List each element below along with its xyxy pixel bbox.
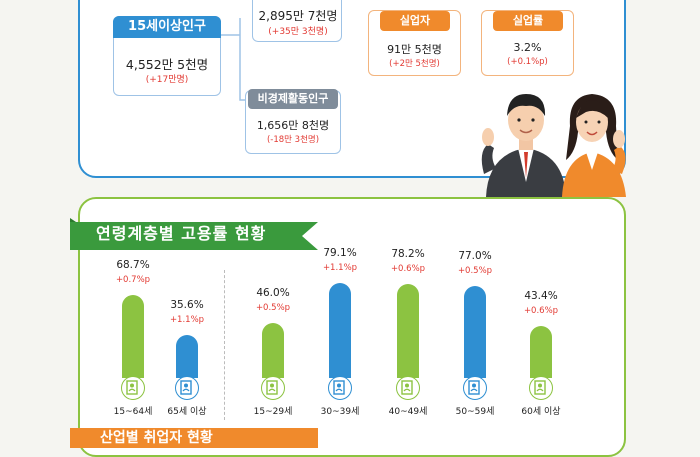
employee-doc-icon — [261, 376, 285, 400]
employee-doc-icon — [396, 376, 420, 400]
bar-value-label: 77.0% — [458, 249, 492, 262]
bar-value-label: 78.2% — [391, 248, 425, 261]
bar — [530, 325, 552, 378]
next-section-title: 산업별 취업자 현황 — [100, 430, 213, 446]
population-change: (+17만명) — [145, 75, 189, 85]
unemployment-rate-change: (+0.1%p) — [507, 57, 548, 67]
employed-value: 2,895만 7천명 — [258, 9, 338, 23]
category-label: 40~49세 — [388, 407, 428, 417]
businessman-figure — [481, 94, 566, 197]
section-banner — [70, 218, 318, 250]
bar-change-label: +0.6%p — [523, 305, 559, 316]
inactive-box: 비경제활동인구 1,656만 8천명 (-18만 3천명) — [245, 89, 341, 154]
bar-change-label: +0.7%p — [115, 275, 151, 286]
unemployed-change: (+2만 5천명) — [389, 59, 440, 69]
employed-change: (+35만 3천명) — [268, 27, 328, 37]
bar-change-label: +0.5%p — [255, 302, 291, 313]
bar — [464, 285, 486, 378]
unemployed-label: 실업자 — [380, 11, 450, 31]
unemployed-box: 실업자 91만 5천명 (+2만 5천명) — [368, 10, 461, 76]
bar — [122, 295, 144, 378]
category-label: 65세 이상 — [167, 407, 207, 417]
bar-value-label: 43.4% — [524, 289, 558, 302]
category-label: 50~59세 — [455, 407, 495, 417]
unemployed-value: 91만 5천명 — [387, 43, 442, 56]
businesswoman-figure — [562, 94, 626, 197]
employee-doc-icon — [529, 376, 553, 400]
population-label: 15세이상인구 — [113, 16, 221, 38]
inactive-change: (-18만 3천명) — [266, 135, 320, 145]
employed-box: 2,895만 7천명 (+35만 3천명) — [252, 0, 342, 42]
bar-value-label: 46.0% — [256, 286, 290, 299]
category-label: 60세 이상 — [521, 407, 561, 417]
category-label: 15~64세 — [113, 407, 153, 417]
inactive-label: 비경제활동인구 — [248, 89, 338, 109]
bar-change-label: +1.1%p — [169, 315, 205, 326]
employee-doc-icon — [328, 376, 352, 400]
bar — [176, 335, 198, 378]
unemployment-rate-value: 3.2% — [513, 41, 542, 54]
bar-change-label: +0.5%p — [457, 265, 493, 276]
employee-doc-icon — [175, 376, 199, 400]
section-title: 연령계층별 고용률 현황 — [96, 224, 267, 243]
bar-change-label: +1.1%p — [322, 263, 358, 273]
employee-doc-icon — [121, 376, 145, 400]
category-label: 30~39세 — [320, 407, 360, 417]
unemployment-rate-box: 실업률 3.2% (+0.1%p) — [481, 10, 574, 76]
population-box: 15세이상인구 4,552만 5천명 (+17만명) — [113, 16, 221, 96]
bar — [329, 283, 351, 378]
population-value: 4,552만 5천명 — [125, 57, 209, 72]
bar — [262, 322, 284, 378]
employee-doc-icon — [463, 376, 487, 400]
bar-value-label: 35.6% — [170, 299, 204, 312]
bar-change-label: +0.6%p — [390, 264, 426, 275]
inactive-value: 1,656만 8천명 — [256, 119, 330, 132]
bar-value-label: 68.7% — [116, 259, 150, 272]
business-people-illustration — [481, 94, 626, 197]
unemployment-rate-label: 실업률 — [493, 11, 563, 31]
bar — [397, 284, 419, 378]
bar-value-label: 79.1% — [323, 247, 357, 259]
category-label: 15~29세 — [253, 407, 293, 417]
group-divider — [224, 270, 225, 420]
